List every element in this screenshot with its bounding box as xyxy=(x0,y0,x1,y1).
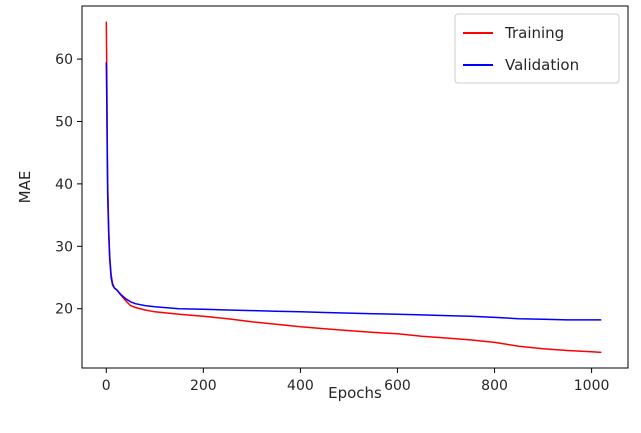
y-tick-label: 30 xyxy=(55,239,73,255)
plot-frame xyxy=(81,5,629,369)
x-tick-label: 600 xyxy=(384,378,411,394)
y-tick-label: 20 xyxy=(55,302,73,318)
y-axis-label: MAE xyxy=(16,171,34,204)
x-axis-ticks: 0 200 400 600 800 1000 xyxy=(102,368,610,394)
legend-label-training: Training xyxy=(504,24,564,42)
series-lines xyxy=(105,21,602,354)
legend-label-validation: Validation xyxy=(505,56,579,74)
y-axis-ticks: 20 30 40 50 60 xyxy=(55,52,82,318)
x-tick-label: 1000 xyxy=(574,378,610,394)
x-tick-label: 400 xyxy=(287,378,314,394)
legend-box xyxy=(454,13,620,84)
x-tick-label: 200 xyxy=(190,378,217,394)
y-tick-label: 60 xyxy=(55,52,73,68)
legend: Training Validation xyxy=(454,13,620,84)
y-tick-label: 40 xyxy=(55,177,73,193)
x-tick-label: 800 xyxy=(481,378,508,394)
x-axis-label: Epochs xyxy=(328,384,382,402)
series-line-validation xyxy=(105,62,602,321)
y-tick-label: 50 xyxy=(55,114,73,130)
x-tick-label: 0 xyxy=(102,378,111,394)
